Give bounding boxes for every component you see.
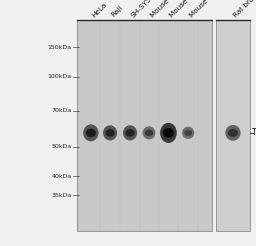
Text: Mouse testis: Mouse testis [168,0,205,18]
Ellipse shape [225,125,241,141]
Bar [77,20,212,231]
Text: 35kDa: 35kDa [51,193,72,198]
Ellipse shape [123,125,137,140]
Text: 100kDa: 100kDa [48,74,72,79]
Text: TCP1 beta: TCP1 beta [252,128,256,137]
Text: 150kDa: 150kDa [48,45,72,50]
Ellipse shape [86,129,96,137]
Ellipse shape [160,123,177,143]
Text: HeLa: HeLa [91,1,108,18]
Text: 50kDa: 50kDa [51,144,72,149]
Text: Mouse liver: Mouse liver [149,0,183,18]
Text: 40kDa: 40kDa [51,174,72,179]
Ellipse shape [125,129,135,137]
Text: SH-SY5Y: SH-SY5Y [130,0,156,18]
Ellipse shape [143,126,155,139]
Bar [216,20,250,231]
Ellipse shape [83,124,99,141]
Text: Mouse brain: Mouse brain [188,0,224,18]
Ellipse shape [182,127,194,139]
Ellipse shape [103,125,117,140]
Text: Rat brain: Rat brain [233,0,256,18]
Ellipse shape [145,130,153,136]
Ellipse shape [184,130,192,136]
Ellipse shape [105,129,115,137]
Text: Raji: Raji [110,5,124,18]
Ellipse shape [163,128,174,138]
Text: 70kDa: 70kDa [51,108,72,113]
Ellipse shape [228,129,238,137]
